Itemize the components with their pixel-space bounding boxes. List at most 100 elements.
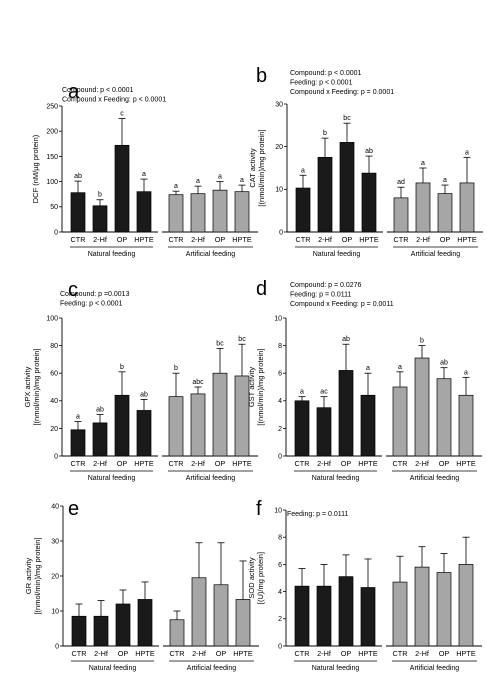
bar [169,619,185,647]
stats-line: Compound x Feeding: p = 0.0001 [290,89,394,96]
y-tick-label: 2 [278,426,282,433]
stats-line: Feeding: p < 0.0001 [290,80,353,87]
x-category-label: OP [215,235,226,244]
x-category-label: HPTE [233,649,253,658]
bar [458,564,474,647]
y-tick-label: 0 [55,643,59,650]
bar [436,572,452,647]
x-category-label: 2-Hf [317,649,332,658]
y-tick-label: 4 [278,398,282,405]
bar [317,156,333,233]
y-tick-label: 0 [279,229,283,236]
group-label: Artificial feeding [187,665,237,672]
x-category-label: OP [342,235,353,244]
panel-letter: b [256,65,267,87]
bar [414,566,430,647]
bar [415,182,431,233]
panel-letter: d [256,278,267,300]
x-category-label: 2-Hf [318,235,333,244]
significance-letter: a [301,167,305,174]
y-axis-label-line: [(nmol/min)/mg protein] [33,537,42,614]
x-category-label: 2-Hf [191,235,206,244]
x-category-label: OP [440,235,451,244]
y-tick-label: 0 [54,229,58,236]
bar [235,599,251,647]
bar [70,429,86,457]
group-label: Natural feeding [88,475,136,482]
significance-letter: b [323,130,327,137]
y-axis-label-line: GPX activity [23,366,32,407]
x-category-label: OP [215,459,226,468]
significance-letter: ab [96,407,104,414]
y-axis-label: DCF (nM/µg protein) [31,134,40,203]
bar [71,615,87,647]
bar [392,581,408,647]
x-category-label: CTR [394,235,409,244]
bar [458,394,474,457]
group-label: Natural feeding [88,251,136,258]
bar [70,192,86,233]
group-label: Natural feeding [89,665,137,672]
x-category-label: HPTE [358,649,378,658]
y-tick-label: 4 [278,589,282,596]
bar [213,584,229,647]
x-category-label: HPTE [232,459,252,468]
x-category-label: 2-Hf [415,459,430,468]
y-tick-label: 200 [46,129,58,136]
x-category-label: CTR [393,649,408,658]
panel-b: b Compound: p < 0.0001 Feeding: p < 0.0001… [248,65,483,258]
bar [137,599,153,647]
bar [436,378,452,457]
x-category-label: CTR [295,649,310,658]
y-tick-label: 50 [50,204,58,211]
significance-letter: a [421,160,425,167]
significance-letter: ab [140,391,148,398]
x-category-label: CTR [169,459,184,468]
x-category-label: 2-Hf [192,649,207,658]
y-tick-label: 30 [275,101,283,108]
bar [316,585,332,647]
x-category-label: HPTE [135,649,155,658]
y-tick-label: 8 [278,343,282,350]
significance-letter: a [76,414,80,421]
x-category-label: HPTE [359,235,379,244]
significance-letter: a [174,183,178,190]
x-category-label: OP [117,459,128,468]
bar [136,410,152,457]
y-tick-label: 150 [46,154,58,161]
x-category-label: OP [117,235,128,244]
bar [361,172,377,233]
bar [191,577,207,647]
y-tick-label: 100 [46,179,58,186]
group-label: Natural feeding [312,665,360,672]
y-tick-label: 100 [46,315,58,322]
x-category-label: 2-Hf [317,459,332,468]
x-category-label: OP [439,459,450,468]
bar [168,194,184,233]
bar [212,372,228,457]
significance-letter: b [420,338,424,345]
significance-letter: a [464,369,468,376]
x-category-label: OP [341,649,352,658]
significance-letter: ac [320,389,328,396]
bar [168,396,184,457]
significance-letter: abc [192,379,204,386]
significance-letter: ab [365,148,373,155]
stats-line: Compound: p < 0.0001 [62,87,134,94]
stats-line: Feeding: p < 0.0001 [60,301,123,308]
significance-letter: a [465,149,469,156]
x-category-label: 2-Hf [93,235,108,244]
bar [339,142,355,233]
y-tick-label: 8 [278,535,282,542]
bar [414,357,430,457]
y-axis-label-line: [(U)/mg protein] [256,552,265,604]
y-tick-label: 80 [50,343,58,350]
significance-letter: ad [397,179,405,186]
bar [212,189,228,233]
x-category-label: HPTE [134,459,154,468]
stats-line: Compound: p = 0.0276 [290,282,362,289]
x-category-label: CTR [170,649,185,658]
